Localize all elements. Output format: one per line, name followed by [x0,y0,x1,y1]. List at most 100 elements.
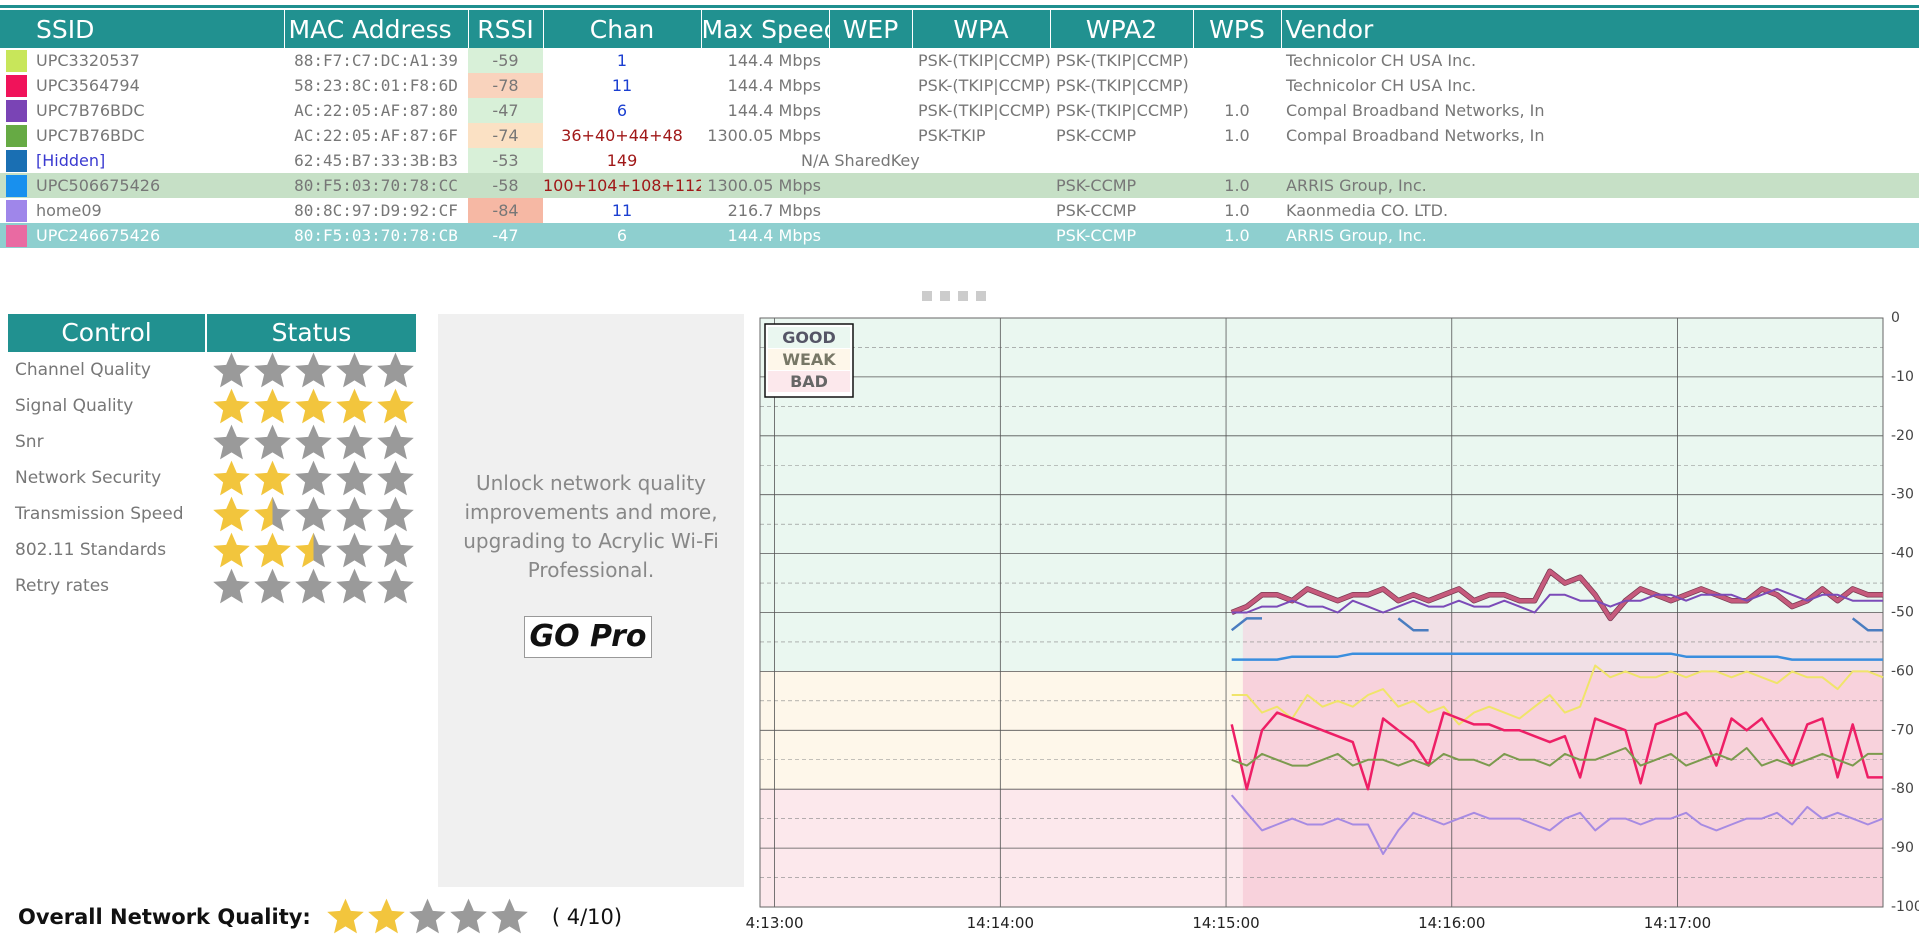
legend-weak-swatch [768,349,850,370]
star-icon [295,568,332,603]
mac-cell: 80:F5:03:70:78:CC [284,173,468,198]
rssi-cell: -53 [468,148,543,173]
control-row: Snr [8,424,416,460]
wep-cell [829,48,912,73]
col-header-ssid[interactable]: SSID [0,10,285,48]
rssi-cell: -78 [468,73,543,98]
network-color-swatch [6,150,27,172]
rssi-cell: -84 [468,198,543,223]
go-pro-button[interactable]: GO Pro [524,616,652,658]
table-row[interactable]: home09 80:8C:97:D9:92:CF -84 11 216.7 Mbps PS… [0,198,1919,223]
window-top-border [0,0,1919,8]
channel-cell: 36+40+44+48 [561,126,683,145]
color-swatch [0,198,32,223]
wps-cell: 1.0 [1224,126,1250,145]
col-header-vendor[interactable]: Vendor [1281,10,1919,48]
vendor-cell: Compal Broadband Networks, In [1286,126,1545,145]
rssi-cell: -47 [468,98,543,123]
mac-cell: 62:45:B7:33:3B:B3 [294,151,458,170]
series-line[interactable] [1231,664,1884,726]
series-line[interactable] [1231,652,1883,661]
star-icon [254,388,291,423]
series-line[interactable] [1231,747,1883,767]
control-panel: Control Status Channel Quality Signal Qua… [8,314,416,604]
y-tick-label: -90 [1891,840,1914,856]
col-header-max-speed[interactable]: Max Speed [701,10,830,48]
color-swatch [0,148,32,173]
legend-bad-label: BAD [790,372,828,391]
mac-cell: 88:F7:C7:DC:A1:39 [294,51,458,70]
ssid-cell: UPC246675426 [32,223,284,248]
wpa2-cell: PSK-CCMP [1056,201,1137,220]
table-row[interactable]: UPC3320537 88:F7:C7:DC:A1:39 -59 1 144.4 Mbp… [0,48,1919,73]
series-line[interactable] [1230,794,1884,855]
control-label: Transmission Speed [15,504,184,524]
table-row[interactable]: UPC3564794 58:23:8C:01:F8:6D -78 11 144.4 Mb… [0,73,1919,98]
y-tick-label: -70 [1891,722,1914,738]
control-row: Network Security [8,460,416,496]
y-tick-label: -10 [1891,369,1914,385]
col-header-wps[interactable]: WPS [1193,10,1282,48]
series-line[interactable] [1230,617,1883,632]
series-line[interactable] [1230,711,1883,791]
status-stars [211,530,416,571]
star-icon [368,898,405,934]
star-icon [336,568,373,603]
control-row: Signal Quality [8,388,416,424]
table-row[interactable]: UPC506675426 80:F5:03:70:78:CC -58 100+104+… [0,173,1919,198]
star-icon [295,496,332,531]
star-icon [336,460,373,495]
table-row[interactable]: [Hidden] 62:45:B7:33:3B:B3 -53 149 N/A Share… [0,148,1919,173]
wpa-cell: PSK-TKIP [918,126,986,145]
vendor-cell: ARRIS Group, Inc. [1281,173,1919,198]
control-label: Channel Quality [15,360,151,380]
star-icon [254,460,291,495]
control-label: Network Security [15,468,162,488]
col-header-chan[interactable]: Chan [543,10,702,48]
network-color-swatch [6,100,27,122]
overall-quality-score: ( 4/10) [551,904,623,929]
wep-cell [829,173,912,198]
mac-cell: AC:22:05:AF:87:6F [294,126,458,145]
max-speed-cell: 216.7 Mbps [727,201,821,220]
col-header-wpa2[interactable]: WPA2 [1050,10,1194,48]
control-label: Retry rates [15,576,110,596]
resize-grip-icon[interactable] [922,290,994,304]
star-icon [213,424,250,459]
signal-strength-chart[interactable]: 0 -10 -20 -30 -40 -50 -60 -70 -80 -90 -100 4:13:00 1… [740,300,1919,938]
mac-cell: 58:23:8C:01:F8:6D [294,76,458,95]
star-icon [377,424,414,459]
control-label: Signal Quality [15,396,134,416]
star-icon [336,424,373,459]
max-speed-cell: 144.4 Mbps [701,223,829,248]
color-swatch [0,223,32,248]
series-line[interactable] [1231,587,1883,614]
col-header-wpa[interactable]: WPA [912,10,1051,48]
table-row[interactable]: UPC7B76BDC AC:22:05:AF:87:6F -74 36+40+44+4… [0,123,1919,148]
network-color-swatch [6,225,27,247]
table-row[interactable]: UPC7B76BDC AC:22:05:AF:87:80 -47 6 144.4 Mbp… [0,98,1919,123]
table-row[interactable]: UPC246675426 80:F5:03:70:78:CB -47 6 144.4 M… [0,223,1919,248]
star-icon [377,496,414,531]
y-tick-label: -60 [1891,663,1914,679]
star-icon [213,388,250,423]
overall-rating-stars [325,896,530,937]
y-tick-label: -50 [1891,605,1914,621]
max-speed-cell: 144.4 Mbps [727,76,821,95]
channel-cell: 149 [606,151,638,170]
networks-table[interactable]: SSID MAC Address RSSI Chan Max Speed WEP… [0,10,1919,248]
series-line[interactable] [1230,569,1883,621]
max-speed-cell: 144.4 Mbps [727,101,821,120]
wpa2-cell: PSK-(TKIP|CCMP) [1056,101,1189,120]
star-icon [254,568,291,603]
col-header-rssi[interactable]: RSSI [468,10,544,48]
mac-cell: 80:F5:03:70:78:CB [284,223,468,248]
star-icon [336,352,373,387]
col-header-wep[interactable]: WEP [829,10,913,48]
col-header-mac[interactable]: MAC Address [284,10,469,48]
star-icon [409,898,446,934]
control-row: Channel Quality [8,352,416,388]
overall-network-quality: Overall Network Quality: ( 4/10) [18,896,622,937]
vendor-cell: Compal Broadband Networks, In [1286,101,1545,120]
star-icon [213,532,250,567]
